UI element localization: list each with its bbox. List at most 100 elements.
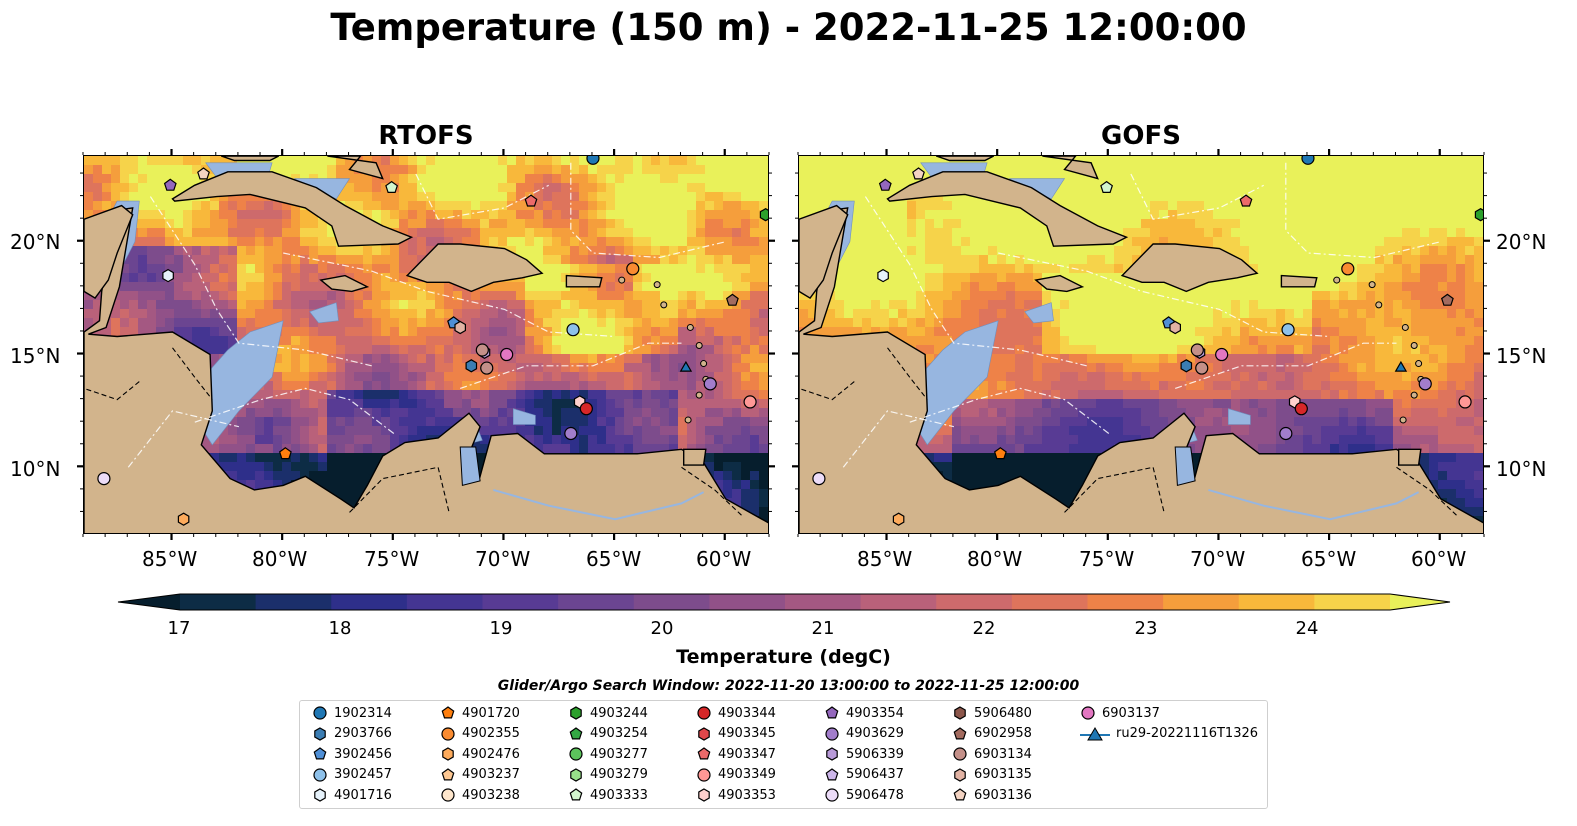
lat-label-10n-left: 10°N: [10, 457, 61, 481]
colorbar-segment: [1011, 594, 1088, 610]
legend-item: 4903345: [696, 724, 776, 744]
legend-marker-circle-icon: [1081, 706, 1095, 720]
legend-marker: [698, 726, 710, 741]
panel-title-rtofs: RTOFS: [378, 121, 474, 151]
legend-marker-circle-icon: [441, 788, 455, 802]
legend-marker-hexagon-icon: [954, 706, 966, 720]
legend-item: 6903137: [1080, 703, 1160, 723]
colorbar-segment: [709, 594, 786, 610]
legend-label: 4903344: [718, 705, 776, 721]
legend-item: 4903333: [568, 785, 648, 805]
gofs-country-border: [799, 381, 855, 401]
colorbar-tick-17: 17: [167, 618, 191, 639]
legend-item: 5906339: [824, 744, 904, 764]
legend-item: 4902355: [440, 724, 520, 744]
gofs-river: [1208, 488, 1420, 521]
rtofs-marker-6903137: [500, 347, 514, 362]
gofs-boundary-line: [1175, 342, 1397, 389]
legend-item: 6902958: [952, 724, 1032, 744]
legend-marker: [569, 747, 583, 761]
gofs-shallow-water: [1024, 302, 1054, 324]
gofs-land-puertoRico: [1280, 274, 1318, 288]
gofs-island: [1410, 342, 1418, 349]
map-panel-gofs: [798, 155, 1484, 534]
colorbar-segment: [482, 594, 559, 610]
colorbar-tick-24: 24: [1295, 618, 1319, 639]
rtofs-marker-4903347: [524, 194, 538, 207]
rtofs-marker-4903333: [385, 180, 399, 194]
legend-item: 4903254: [568, 724, 648, 744]
legend-marker: [314, 788, 326, 802]
legend-marker: [825, 726, 839, 741]
gofs-marker-6903134: [1195, 361, 1209, 375]
rtofs-marker-4901720: [278, 447, 292, 460]
legend-label: 4903279: [590, 767, 648, 782]
legend-label: 4903277: [590, 746, 648, 762]
rtofs-island: [695, 342, 703, 349]
rtofs-country-border: [349, 466, 450, 513]
legend-marker: [441, 767, 455, 780]
legend-item: 3902457: [312, 765, 392, 785]
legend-label: 4903629: [846, 726, 904, 741]
gofs-island: [1410, 391, 1418, 399]
legend-label: 4903347: [718, 746, 776, 762]
legend-marker-hexagon-icon: [698, 726, 710, 741]
rtofs-boundary-line: [460, 342, 682, 389]
legend-marker: [314, 726, 326, 741]
rtofs-land-florida: [220, 156, 280, 162]
rtofs-marker-4903344: [579, 402, 593, 416]
legend-item: 4903344: [696, 703, 776, 723]
rtofs-marker-6902958: [725, 293, 739, 306]
rtofs-lake-maracaibo: [459, 446, 481, 487]
rtofs-land-hispaniola: [405, 243, 544, 293]
legend-item: ru29-20221116T1326: [1080, 724, 1258, 744]
legend-label: 4901720: [462, 705, 520, 721]
lon-label-60w-left: 60°W: [696, 547, 752, 571]
gofs-shallow-water: [1227, 408, 1251, 425]
figure-title: Temperature (150 m) - 2022-11-25 12:00:0…: [330, 6, 1247, 49]
legend-marker: [825, 788, 839, 802]
legend-marker: [1081, 706, 1095, 720]
legend-marker: [698, 788, 710, 802]
legend-item: 3902456: [312, 744, 392, 764]
legend-item: 4903277: [568, 744, 648, 764]
gofs-boundary-line: [864, 196, 1087, 367]
legend-item: 5906480: [952, 703, 1032, 723]
map-panel-rtofs: [83, 155, 769, 534]
rtofs-marker-4903629: [703, 377, 717, 391]
colorbar-segment: [255, 594, 332, 610]
lat-label-10n-right: 10°N: [1496, 457, 1547, 481]
gofs-marker-4902476: [892, 512, 905, 526]
legend-item: 6903136: [952, 785, 1032, 805]
legend-marker: [697, 767, 711, 782]
gofs-land-trinidad: [1398, 448, 1422, 466]
colorbar-segment: [785, 594, 862, 610]
legend-marker: [570, 767, 582, 782]
gofs-marker-ru29-20221116T1326: [1394, 360, 1408, 372]
legend-label: 5906480: [974, 705, 1032, 721]
legend-item: 4901720: [440, 703, 520, 723]
lon-label-75w-left: 75°W: [364, 547, 420, 571]
legend-marker: [953, 726, 967, 739]
colorbar: [117, 593, 1451, 611]
colorbar-extend-max: [1390, 594, 1450, 610]
legend-label: 3902456: [334, 746, 392, 762]
legend-marker-circle-icon: [697, 706, 711, 720]
gofs-marker-6903135: [1169, 320, 1181, 335]
rtofs-island: [686, 323, 694, 331]
rtofs-marker-4902476: [177, 512, 190, 526]
rtofs-country-border: [84, 381, 140, 401]
legend-item: 4903237: [440, 765, 520, 785]
rtofs-shallow-water: [512, 408, 536, 425]
legend-item: 5906437: [824, 765, 904, 785]
legend-label: 6903136: [974, 787, 1032, 803]
legend-marker: [441, 726, 455, 741]
legend-item: 4903349: [696, 765, 776, 785]
rtofs-boundary-line: [194, 387, 395, 434]
gofs-marker-6903134: [1190, 343, 1204, 357]
legend-marker-pentagon-icon: [825, 706, 839, 719]
gofs-island: [1333, 276, 1341, 284]
legend-marker-circle-icon: [697, 767, 711, 782]
legend-marker-hexagon-icon: [570, 767, 582, 782]
legend-label: 4903333: [590, 787, 648, 803]
